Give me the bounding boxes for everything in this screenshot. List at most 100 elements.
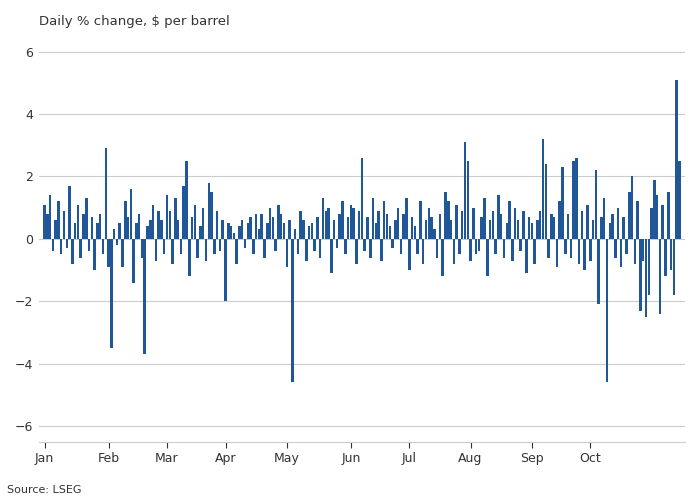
Bar <box>241 220 244 239</box>
Bar <box>166 195 168 239</box>
Bar <box>650 208 653 239</box>
Bar <box>480 217 483 239</box>
Bar <box>238 226 241 239</box>
Bar <box>500 214 503 239</box>
Bar <box>218 239 221 252</box>
Bar <box>355 239 358 264</box>
Bar <box>160 220 162 239</box>
Bar <box>567 214 569 239</box>
Bar <box>374 224 377 239</box>
Bar <box>328 208 330 239</box>
Bar <box>311 224 313 239</box>
Bar <box>584 239 586 270</box>
Bar <box>322 198 324 239</box>
Bar <box>291 239 293 382</box>
Bar <box>402 214 405 239</box>
Bar <box>199 226 202 239</box>
Bar <box>380 239 383 260</box>
Bar <box>74 224 76 239</box>
Bar <box>372 198 375 239</box>
Bar <box>163 239 165 254</box>
Bar <box>258 230 260 239</box>
Bar <box>288 220 290 239</box>
Bar <box>85 198 88 239</box>
Bar <box>63 211 65 239</box>
Bar <box>244 239 246 248</box>
Bar <box>82 214 85 239</box>
Bar <box>77 204 79 239</box>
Bar <box>600 217 603 239</box>
Bar <box>283 224 285 239</box>
Bar <box>207 182 210 239</box>
Bar <box>617 208 620 239</box>
Bar <box>491 211 494 239</box>
Bar <box>503 239 505 258</box>
Bar <box>79 239 82 258</box>
Bar <box>397 208 400 239</box>
Bar <box>656 195 659 239</box>
Bar <box>634 239 636 264</box>
Bar <box>611 214 614 239</box>
Bar <box>531 224 533 239</box>
Bar <box>494 239 497 254</box>
Bar <box>102 239 104 254</box>
Bar <box>556 239 558 267</box>
Bar <box>99 214 101 239</box>
Bar <box>205 239 207 260</box>
Bar <box>260 214 263 239</box>
Bar <box>483 198 486 239</box>
Bar <box>135 224 138 239</box>
Bar <box>346 217 349 239</box>
Bar <box>587 204 589 239</box>
Bar <box>477 239 480 252</box>
Bar <box>297 239 299 254</box>
Text: Daily % change, $ per barrel: Daily % change, $ per barrel <box>39 15 230 28</box>
Bar <box>456 204 458 239</box>
Bar <box>653 180 656 239</box>
Bar <box>463 142 466 239</box>
Bar <box>232 232 235 239</box>
Bar <box>330 239 332 273</box>
Bar <box>230 226 232 239</box>
Bar <box>57 202 60 239</box>
Bar <box>606 239 608 382</box>
Bar <box>592 220 594 239</box>
Bar <box>450 220 452 239</box>
Bar <box>559 202 561 239</box>
Bar <box>224 239 227 301</box>
Bar <box>545 164 547 239</box>
Bar <box>369 239 372 258</box>
Bar <box>286 239 288 267</box>
Bar <box>386 214 389 239</box>
Bar <box>631 176 634 239</box>
Bar <box>408 239 411 270</box>
Bar <box>158 211 160 239</box>
Bar <box>553 217 555 239</box>
Bar <box>138 214 141 239</box>
Bar <box>428 208 430 239</box>
Bar <box>678 161 680 239</box>
Bar <box>349 204 352 239</box>
Bar <box>497 195 500 239</box>
Bar <box>124 202 127 239</box>
Bar <box>49 195 51 239</box>
Bar <box>169 211 171 239</box>
Bar <box>614 239 617 258</box>
Bar <box>475 239 477 254</box>
Bar <box>246 224 249 239</box>
Bar <box>104 148 107 239</box>
Bar <box>416 239 419 254</box>
Bar <box>542 139 544 239</box>
Bar <box>383 202 386 239</box>
Bar <box>305 239 307 260</box>
Bar <box>603 198 606 239</box>
Bar <box>210 192 213 239</box>
Bar <box>514 208 517 239</box>
Bar <box>419 202 421 239</box>
Bar <box>648 239 650 295</box>
Bar <box>202 208 204 239</box>
Bar <box>664 239 667 277</box>
Bar <box>252 239 255 254</box>
Bar <box>533 239 536 264</box>
Bar <box>149 220 152 239</box>
